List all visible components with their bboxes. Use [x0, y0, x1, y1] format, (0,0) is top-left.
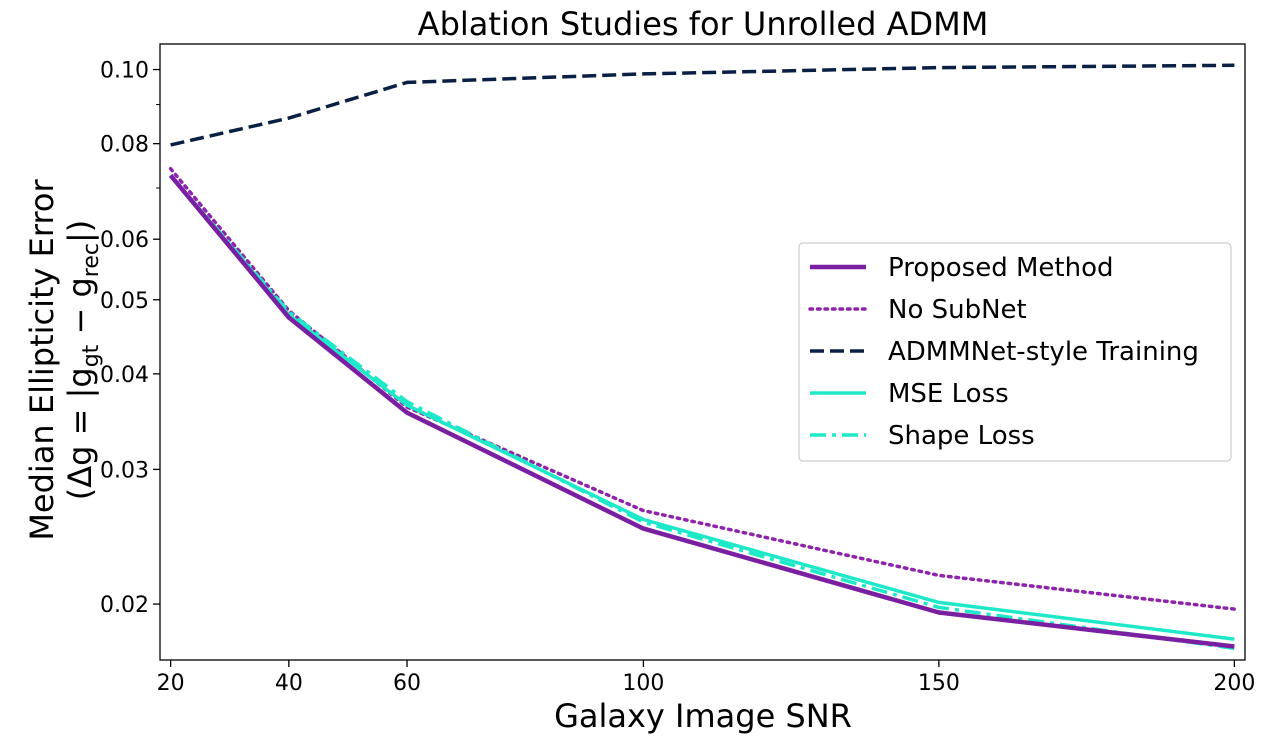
y-tick-label: 0.03 — [100, 458, 149, 483]
x-tick-label: 100 — [622, 671, 664, 696]
y-tick-label: 0.10 — [100, 59, 149, 84]
y-axis-label-line2: (Δg = |ggt − grec|) — [61, 220, 104, 500]
legend: Proposed Method No SubNet ADMMNet-style Tr… — [798, 242, 1232, 462]
legend-label: Proposed Method — [888, 253, 1113, 283]
y-axis-label-line1: Median Ellipticity Error — [23, 178, 61, 540]
x-tick-label: 40 — [275, 671, 303, 696]
y-tick-label: 0.04 — [100, 363, 149, 388]
legend-label: Shape Loss — [888, 421, 1035, 451]
series-line-proposed-method — [168, 173, 1235, 649]
chart-title: Ablation Studies for Unrolled ADMM — [418, 5, 989, 43]
y-tick-label: 0.05 — [100, 289, 149, 314]
plot-frame — [159, 43, 1246, 661]
series-line-shape-loss — [169, 174, 1235, 651]
x-tick-label: 200 — [1213, 671, 1255, 696]
y-tick-label: 0.02 — [100, 593, 149, 618]
x-axis-label: Galaxy Image SNR — [554, 697, 852, 735]
series-line-no-subnet — [168, 166, 1237, 611]
legend-label: MSE Loss — [888, 379, 1009, 409]
y-axis-label: Median Ellipticity Error (Δg = |ggt − gr… — [23, 178, 104, 540]
x-tick-label: 150 — [918, 671, 960, 696]
legend-label: ADMMNet-style Training — [888, 337, 1199, 367]
y-tick-label: 0.08 — [100, 133, 149, 158]
series-line-admmnet-style-training — [170, 63, 1235, 147]
legend-label: No SubNet — [888, 295, 1027, 325]
x-tick-label: 20 — [157, 671, 185, 696]
y-tick-label: 0.06 — [100, 228, 149, 253]
x-tick-label: 60 — [393, 671, 421, 696]
legend-box — [798, 242, 1232, 462]
